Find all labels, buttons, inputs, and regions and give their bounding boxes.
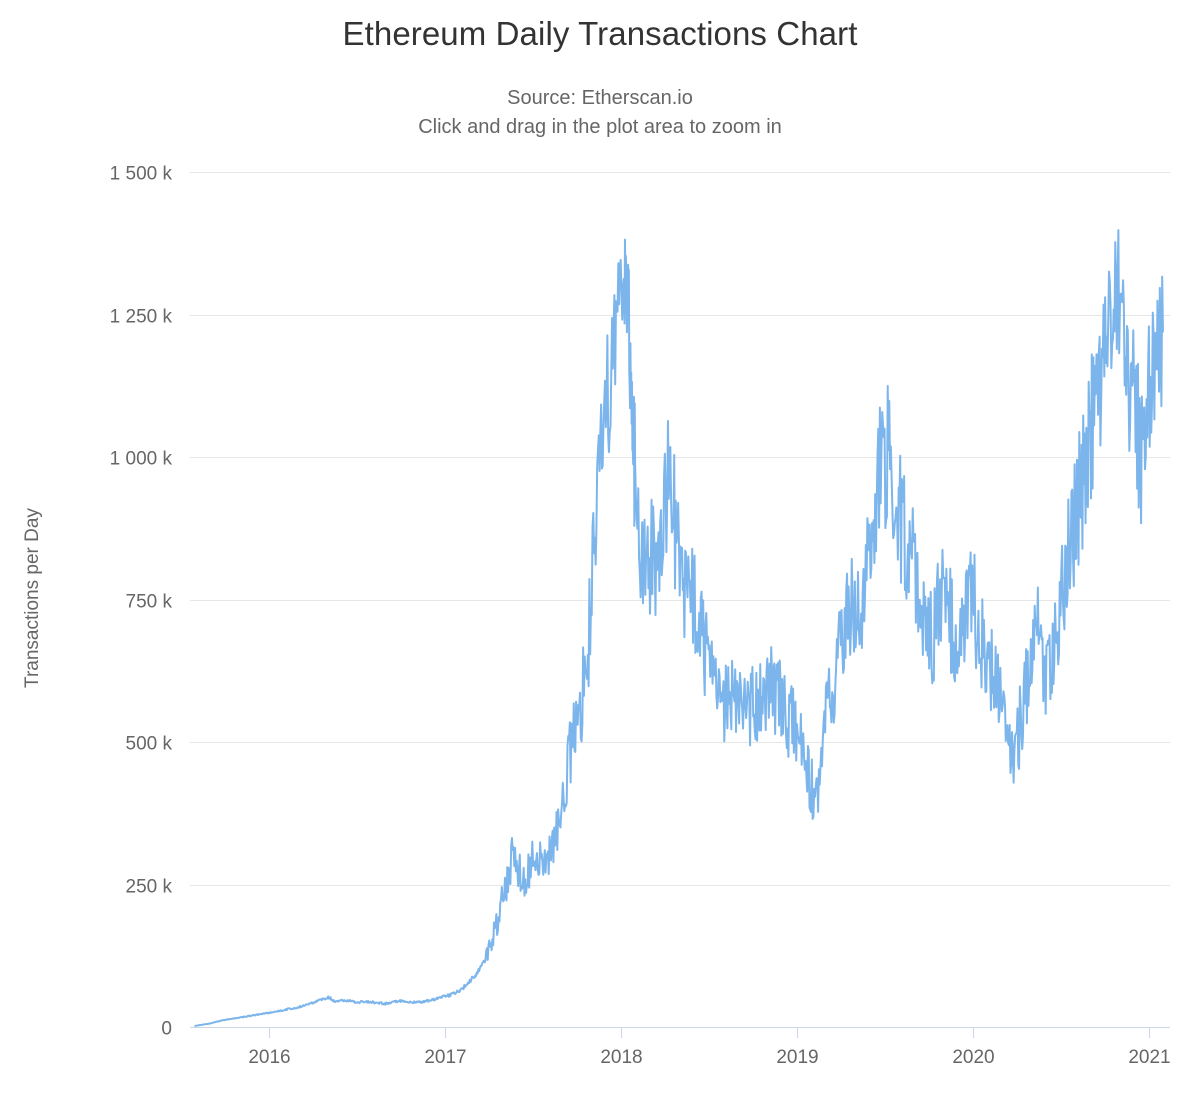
y-tick-label: 1 500 k: [110, 164, 173, 185]
subtitle-source: Source: Etherscan.io: [507, 87, 693, 109]
y-tick-label: 1 250 k: [110, 307, 173, 328]
x-tick-label: 2021: [1128, 1047, 1170, 1068]
y-tick-label: 250 k: [126, 877, 173, 898]
subtitle-hint: Click and drag in the plot area to zoom …: [418, 116, 782, 138]
y-tick-label: 750 k: [126, 592, 173, 613]
page-title: Ethereum Daily Transactions Chart: [342, 15, 858, 52]
series-line-1: [194, 229, 1164, 1027]
x-tick-label: 2017: [424, 1047, 466, 1068]
x-tick-label: 2016: [248, 1047, 290, 1068]
y-tick-label: 500 k: [126, 734, 173, 755]
y-axis-ticks: 0 250 k 500 k 750 k 1 000 k 1 250 k 1 500 k: [110, 164, 173, 1040]
x-tick-label: 2020: [952, 1047, 994, 1068]
x-axis-ticks: 2016 2017 2018 2019 2020 2021: [248, 1027, 1171, 1068]
chart-subtitle: Source: Etherscan.io Click and drag in t…: [0, 84, 1200, 142]
y-tick-label: 0: [161, 1019, 172, 1040]
x-tick-label: 2019: [776, 1047, 818, 1068]
x-tick-label: 2018: [600, 1047, 642, 1068]
y-tick-label: 1 000 k: [110, 449, 173, 470]
gridlines: [190, 172, 1170, 886]
data-series: [194, 229, 1164, 1027]
